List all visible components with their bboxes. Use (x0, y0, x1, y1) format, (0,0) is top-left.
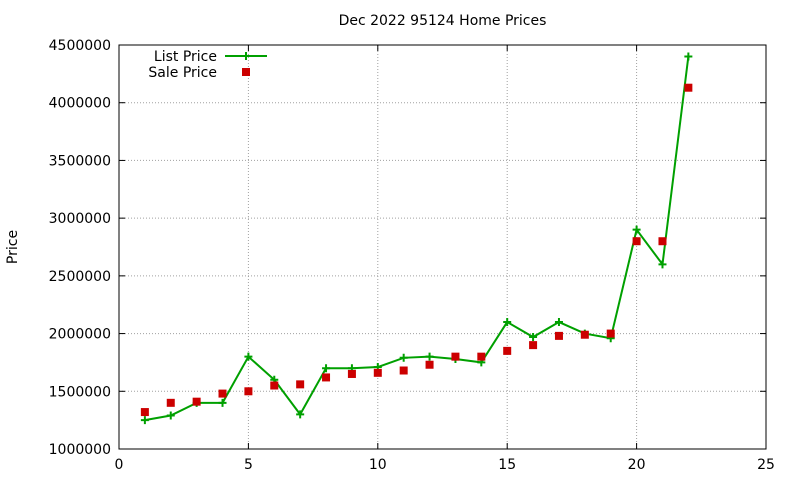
sale-price-point (373, 368, 382, 377)
sale-price-point (451, 352, 460, 361)
list-price-point (166, 411, 175, 420)
chart-title: Dec 2022 95124 Home Prices (339, 13, 547, 29)
axis-ticks: 0 5 10 15 20 25 1000000 1500000 2000000 2500000 30… (49, 38, 775, 473)
sale-price-point (580, 330, 589, 339)
list-price-point (296, 410, 305, 419)
list-price-point (322, 364, 331, 373)
legend-label-sale-price: Sale Price (148, 65, 217, 81)
sale-price-point (684, 83, 693, 92)
legend-label-list-price: List Price (154, 49, 217, 65)
x-tick-label: 15 (498, 457, 516, 473)
sale-price-point (140, 408, 149, 417)
grid (119, 45, 766, 449)
list-price-point (425, 352, 434, 361)
x-tick-label: 20 (628, 457, 646, 473)
y-tick-label: 3000000 (49, 211, 111, 227)
sale-price-point (244, 387, 253, 396)
x-tick-label: 10 (369, 457, 387, 473)
y-tick-label: 1000000 (49, 442, 111, 458)
sale-price-point (399, 366, 408, 375)
legend: List Price Sale Price (148, 49, 267, 81)
sale-price-point (632, 237, 641, 246)
plot-border (118, 44, 767, 450)
list-price-point (399, 353, 408, 362)
legend-marker-list-price (242, 52, 250, 60)
y-tick-label: 2000000 (49, 327, 111, 343)
list-price-point (554, 318, 563, 327)
x-tick-label: 0 (115, 457, 124, 473)
sale-price-point (218, 389, 227, 398)
y-tick-label: 1500000 (49, 384, 111, 400)
sale-price-point (606, 329, 615, 338)
y-tick-label: 2500000 (49, 269, 111, 285)
x-tick-label: 25 (757, 457, 775, 473)
y-tick-label: 4000000 (49, 96, 111, 112)
sale-price-point (192, 397, 201, 406)
sale-price-point (347, 369, 356, 378)
list-price-point (632, 225, 641, 234)
list-price-point (218, 398, 227, 407)
sale-price-point (166, 398, 175, 407)
y-axis-label: Price (5, 230, 21, 264)
list-price-point (529, 333, 538, 342)
y-tick-label: 4500000 (49, 38, 111, 54)
sale-price-point (425, 360, 434, 369)
series (140, 52, 693, 425)
list-price-line (144, 56, 690, 422)
list-price-point (658, 260, 667, 269)
sale-price-point (296, 380, 305, 389)
sale-price-point (554, 331, 563, 340)
sale-price-point (658, 237, 667, 246)
legend-marker-sale-price (242, 68, 250, 76)
sale-price-point (270, 381, 279, 390)
list-price-point (140, 416, 149, 425)
list-price-point (503, 318, 512, 327)
list-price-point (244, 352, 253, 361)
list-price-point (684, 52, 693, 61)
sale-price-point (503, 346, 512, 355)
x-tick-label: 5 (244, 457, 253, 473)
sale-price-point (322, 373, 331, 382)
y-tick-label: 3500000 (49, 153, 111, 169)
sale-price-point (529, 341, 538, 350)
sale-price-point (477, 352, 486, 361)
